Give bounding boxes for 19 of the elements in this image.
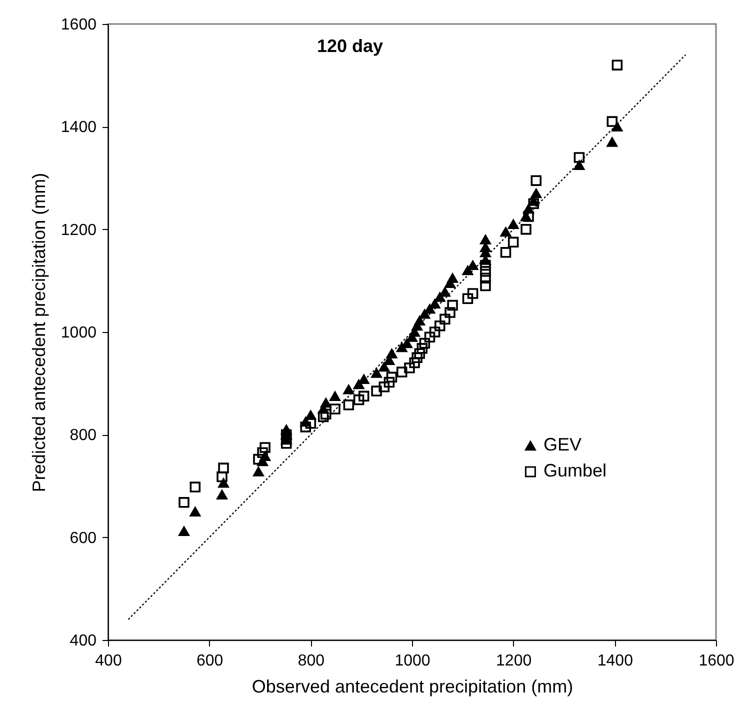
y-tick-label: 800 bbox=[70, 427, 97, 444]
y-tick-label: 1600 bbox=[60, 16, 97, 34]
x-axis-title: Observed antecedent precipitation (mm) bbox=[252, 676, 574, 696]
x-tick-label: 1400 bbox=[597, 652, 634, 670]
x-tick-label: 400 bbox=[95, 652, 122, 670]
legend-label: GEV bbox=[543, 434, 582, 455]
y-tick-label: 1000 bbox=[60, 324, 97, 342]
y-tick-label: 600 bbox=[70, 530, 97, 547]
y-tick-label: 400 bbox=[70, 632, 97, 650]
y-tick-label: 1200 bbox=[60, 222, 97, 239]
y-axis-title: Predicted antecedent precipitation (mm) bbox=[28, 172, 49, 492]
x-tick-label: 600 bbox=[196, 652, 224, 670]
legend-label: Gumbel bbox=[543, 460, 606, 481]
x-tick-label: 1000 bbox=[394, 652, 430, 670]
x-tick-label: 1600 bbox=[698, 652, 734, 670]
text: 120 day bbox=[316, 36, 384, 56]
y-tick-label: 1400 bbox=[60, 119, 97, 136]
x-tick-label: 800 bbox=[298, 652, 325, 670]
x-tick-label: 1200 bbox=[496, 652, 532, 670]
